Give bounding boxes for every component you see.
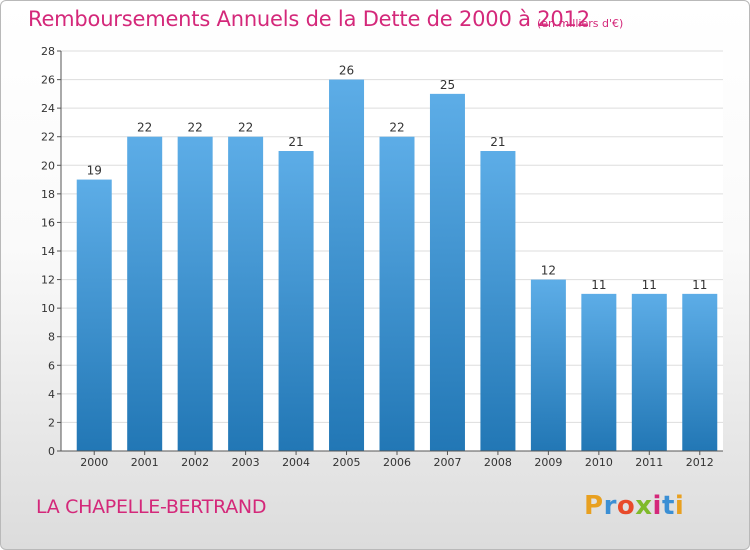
data-label-2001: 22 [137, 121, 152, 135]
bar-2000 [76, 179, 112, 452]
bar-2009 [530, 279, 566, 451]
data-label-2000: 19 [87, 164, 102, 178]
data-label-2006: 22 [389, 121, 404, 135]
x-tick-label-2010: 2010 [585, 456, 613, 469]
bar-2012 [682, 293, 718, 451]
y-tick-label: 28 [41, 45, 55, 58]
labels: 19 22 22 22 21 26 22 25 21 12 11 11 11 [87, 64, 708, 292]
data-label-2005: 26 [339, 64, 354, 78]
bar-2001 [127, 136, 163, 451]
x-tick-label-2002: 2002 [181, 456, 209, 469]
y-tick-label: 8 [48, 331, 55, 344]
x-tick-label-2003: 2003 [232, 456, 260, 469]
data-label-2004: 21 [288, 135, 303, 149]
y-tick-label: 16 [41, 216, 55, 229]
logo-letter: i [652, 491, 662, 521]
bar-2011 [631, 293, 667, 451]
y-tick-label: 2 [48, 416, 55, 429]
logo-letter: t [661, 491, 675, 521]
y-tick-label: 14 [41, 245, 55, 258]
chart-title: Remboursements Annuels de la Dette de 20… [28, 7, 590, 31]
x-tick-label-2006: 2006 [383, 456, 411, 469]
data-label-2012: 11 [692, 278, 707, 292]
commune-name: LA CHAPELLE-BERTRAND [36, 496, 267, 518]
bar-2004 [278, 151, 314, 451]
y-tick-label: 26 [41, 74, 55, 87]
x-tick-label-2009: 2009 [534, 456, 562, 469]
y-tick-label: 24 [41, 102, 55, 115]
data-label-2011: 11 [642, 278, 657, 292]
y-tick-label: 22 [41, 131, 55, 144]
bar-2005 [329, 79, 365, 452]
x-tick-label-2008: 2008 [484, 456, 512, 469]
data-label-2010: 11 [591, 278, 606, 292]
logo-letter: i [674, 491, 685, 521]
y-tick-label: 18 [41, 188, 55, 201]
chart-unit-note: (en milliers d'€) [537, 17, 624, 30]
y-tick-label: 10 [41, 302, 55, 315]
bar-2002 [177, 136, 213, 451]
x-tick-label-2001: 2001 [131, 456, 159, 469]
bar-2007 [429, 93, 465, 451]
data-label-2008: 21 [490, 135, 505, 149]
bar-2008 [480, 151, 516, 451]
logo-letter: x [635, 491, 653, 521]
x-tick-label-2007: 2007 [433, 456, 461, 469]
data-label-2009: 12 [541, 264, 556, 278]
logo-letter: P [584, 491, 604, 521]
bar-2010 [581, 293, 617, 451]
data-label-2003: 22 [238, 121, 253, 135]
x-tick-label-2012: 2012 [686, 456, 714, 469]
bars [76, 79, 718, 452]
x-tick-label-2011: 2011 [635, 456, 663, 469]
bar-2006 [379, 136, 415, 451]
proxiti-logo: Proxiti [584, 491, 684, 521]
logo-letter: r [603, 491, 617, 521]
logo-letter: o [616, 491, 636, 521]
y-tick-label: 4 [48, 388, 55, 401]
data-label-2007: 25 [440, 78, 455, 92]
x-tick-label-2004: 2004 [282, 456, 310, 469]
y-tick-label: 12 [41, 274, 55, 287]
y-tick-label: 0 [48, 445, 55, 458]
y-tick-label: 20 [41, 159, 55, 172]
x-tick-label-2005: 2005 [333, 456, 361, 469]
y-tick-label: 6 [48, 359, 55, 372]
x-tick-label-2000: 2000 [80, 456, 108, 469]
bar-2003 [228, 136, 264, 451]
data-label-2002: 22 [188, 121, 203, 135]
